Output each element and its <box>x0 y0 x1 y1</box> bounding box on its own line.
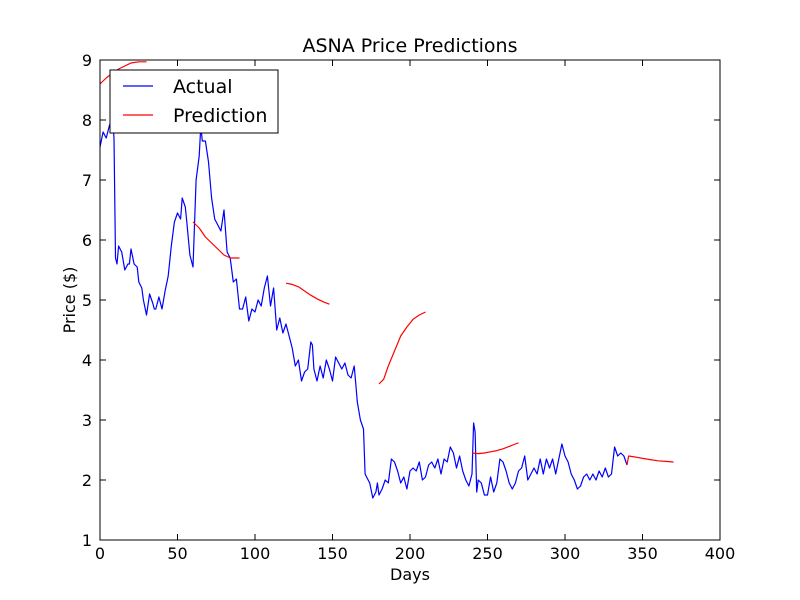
y-tick-label: 2 <box>82 471 92 490</box>
y-tick-label: 8 <box>82 111 92 130</box>
y-tick-label: 3 <box>82 411 92 430</box>
legend-label-prediction: Prediction <box>173 105 267 127</box>
series-prediction-segment-4 <box>471 442 519 455</box>
series-prediction-segment-5 <box>626 455 674 466</box>
x-tick-label: 100 <box>240 544 271 563</box>
x-tick-label: 200 <box>395 544 426 563</box>
x-axis-label: Days <box>390 565 430 584</box>
y-axis-label: Price ($) <box>60 267 79 334</box>
y-tick-label: 4 <box>82 351 92 370</box>
x-tick-label: 400 <box>705 544 736 563</box>
legend: Actual Prediction <box>109 69 279 134</box>
y-tick-label: 7 <box>82 171 92 190</box>
x-tick-label: 300 <box>550 544 581 563</box>
y-tick-label: 9 <box>82 51 92 70</box>
y-tick-label: 6 <box>82 231 92 250</box>
series-prediction-segment-1 <box>192 221 240 259</box>
y-tick-label: 1 <box>82 531 92 550</box>
x-tick-label: 250 <box>472 544 503 563</box>
series-prediction-segment-3 <box>378 311 426 385</box>
y-tick-label: 5 <box>82 291 92 310</box>
legend-label-actual: Actual <box>173 76 233 98</box>
x-tick-label: 150 <box>317 544 348 563</box>
series-actual-line <box>100 116 628 499</box>
chart-title: ASNA Price Predictions <box>303 35 518 57</box>
plot-area: 0 50 100 150 200 250 300 350 400 1 2 3 4 5 6 7 8 9 <box>82 51 735 563</box>
legend-box <box>109 69 279 134</box>
series-prediction-segment-0 <box>100 61 147 85</box>
x-tick-label: 0 <box>95 544 105 563</box>
x-tick-label: 50 <box>167 544 187 563</box>
x-tick-label: 350 <box>627 544 658 563</box>
series-prediction-segment-2 <box>285 282 330 305</box>
